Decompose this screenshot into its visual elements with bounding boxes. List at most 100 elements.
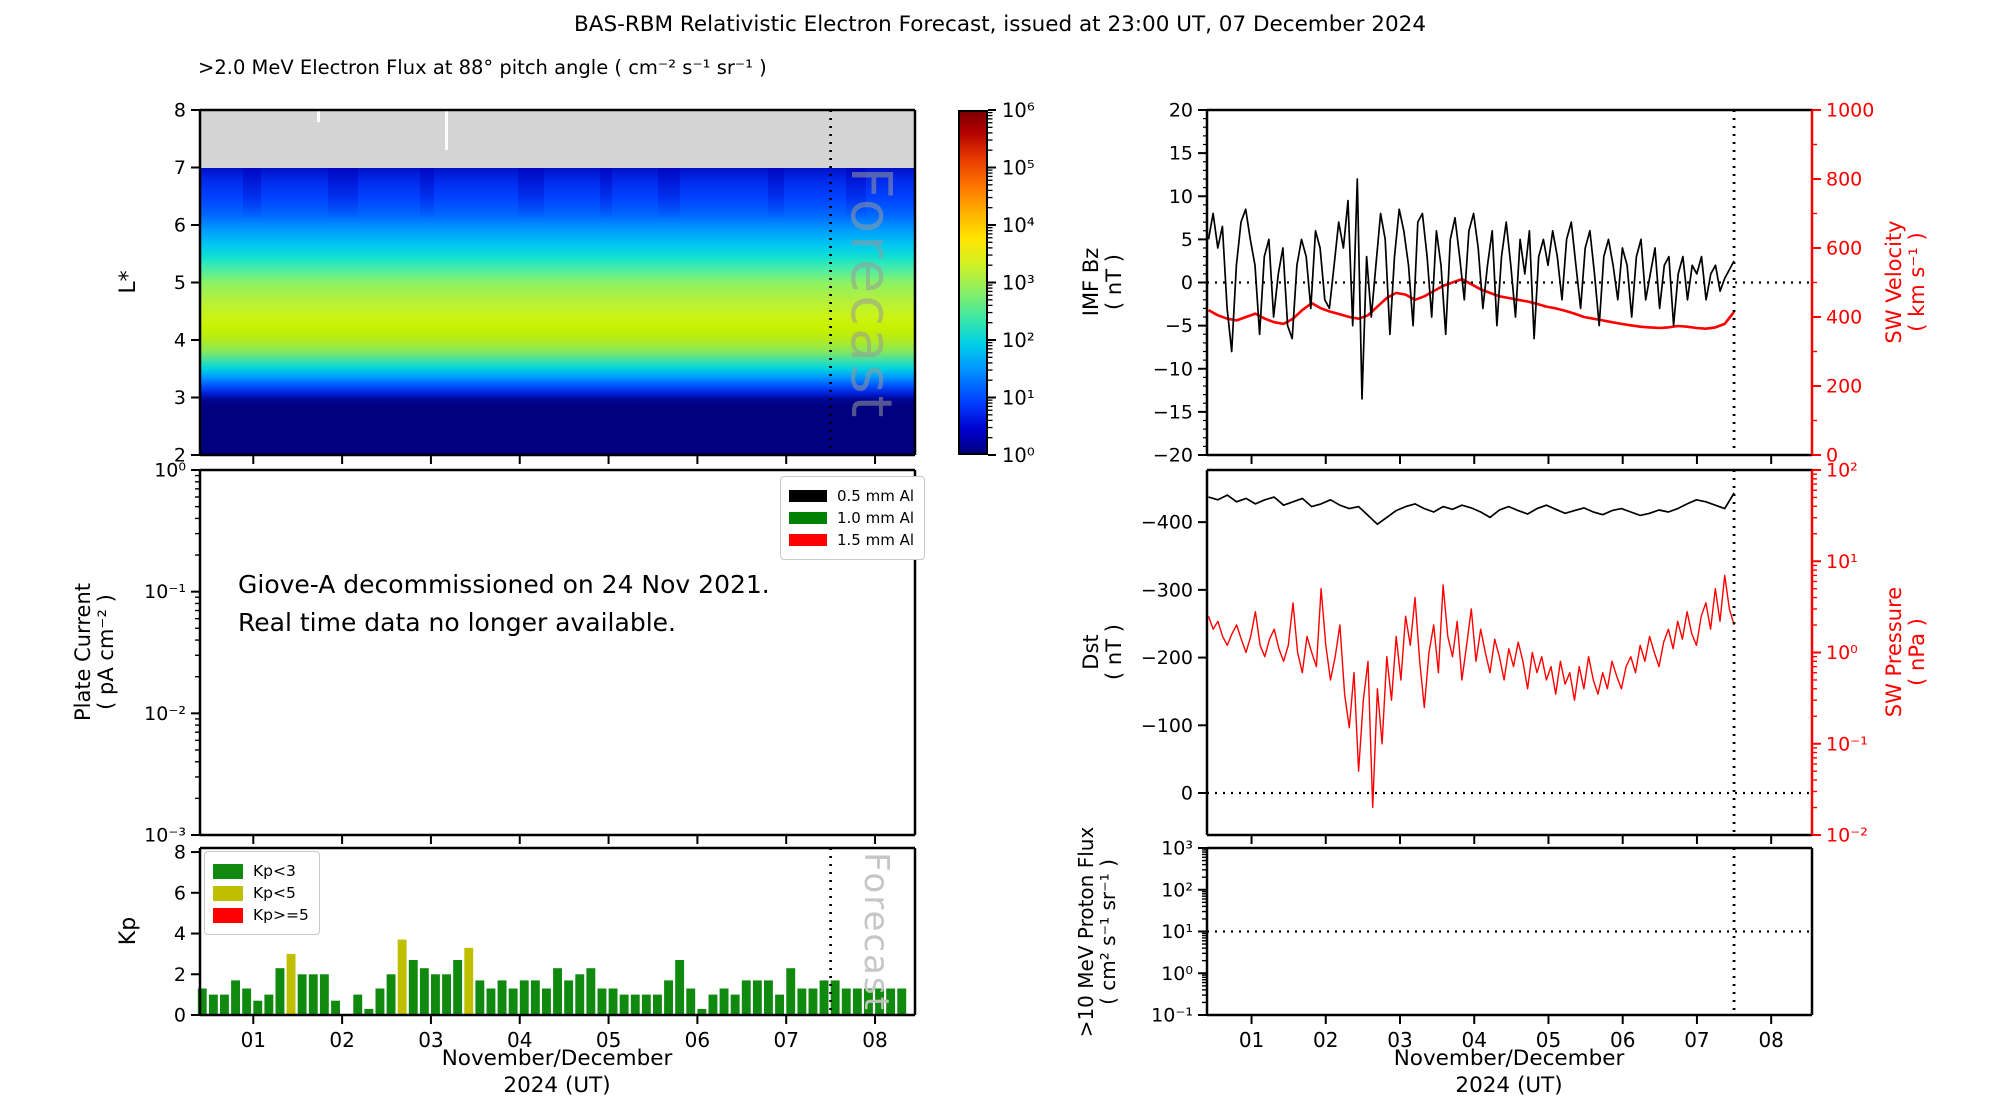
svg-text:05: 05 bbox=[596, 1028, 621, 1052]
svg-text:06: 06 bbox=[1610, 1028, 1635, 1052]
svg-text:10⁵: 10⁵ bbox=[1002, 157, 1035, 180]
colorbar bbox=[958, 110, 988, 455]
svg-text:4: 4 bbox=[174, 923, 186, 945]
svg-text:2: 2 bbox=[174, 964, 186, 986]
spectrogram-streak bbox=[768, 168, 784, 220]
legend-swatch bbox=[213, 885, 243, 901]
proton-ylabel-line1: >10 MeV Proton Flux bbox=[1074, 826, 1098, 1038]
spectrogram-streak bbox=[846, 168, 866, 220]
svg-text:7: 7 bbox=[174, 157, 186, 179]
sw-pressure-ylabel-line1: SW Pressure bbox=[1882, 586, 1906, 718]
dst-ylabel: Dst ( nT ) bbox=[1079, 502, 1127, 802]
dst-ylabel-line2: ( nT ) bbox=[1102, 624, 1127, 680]
svg-text:10⁻¹: 10⁻¹ bbox=[1151, 1005, 1193, 1027]
svg-text:5: 5 bbox=[1181, 229, 1193, 251]
svg-text:200: 200 bbox=[1826, 376, 1862, 398]
legend-swatch bbox=[213, 907, 243, 923]
svg-text:10²: 10² bbox=[1826, 460, 1858, 482]
kp-ylabel: Kp bbox=[116, 916, 141, 946]
legend-label: Kp<3 bbox=[253, 862, 296, 880]
spectrogram-data-gap bbox=[317, 110, 320, 122]
svg-text:10⁻²: 10⁻² bbox=[1826, 825, 1868, 847]
svg-text:2: 2 bbox=[174, 445, 186, 467]
svg-text:07: 07 bbox=[1684, 1028, 1709, 1052]
legend-swatch bbox=[789, 534, 827, 546]
svg-text:01: 01 bbox=[241, 1028, 266, 1052]
plate-legend: 0.5 mm Al 1.0 mm Al 1.5 mm Al bbox=[780, 476, 926, 560]
svg-text:400: 400 bbox=[1826, 307, 1862, 329]
svg-text:6: 6 bbox=[174, 215, 186, 237]
svg-text:10⁰: 10⁰ bbox=[1002, 444, 1035, 467]
svg-text:20: 20 bbox=[1169, 100, 1193, 122]
legend-item: 1.0 mm Al bbox=[789, 509, 914, 527]
page-title: BAS-RBM Relativistic Electron Forecast, … bbox=[573, 12, 1427, 37]
svg-text:−300: −300 bbox=[1141, 579, 1193, 601]
sw-velocity-ylabel: SW Velocity ( km s⁻¹ ) bbox=[1882, 132, 1930, 432]
plate-ylabel: Plate Current ( pA cm⁻² ) bbox=[71, 482, 119, 822]
svg-text:5: 5 bbox=[174, 272, 186, 294]
svg-text:0: 0 bbox=[174, 1005, 186, 1027]
kp-legend: Kp<3 Kp<5 Kp>=5 bbox=[204, 851, 320, 935]
spectrogram-data-gap bbox=[445, 110, 448, 150]
svg-text:04: 04 bbox=[1462, 1028, 1487, 1052]
spectrogram-streak bbox=[600, 168, 612, 220]
svg-text:08: 08 bbox=[862, 1028, 887, 1052]
svg-text:15: 15 bbox=[1169, 143, 1193, 165]
proton-ylabel-line2: ( cm² s⁻¹ sr⁻¹ ) bbox=[1096, 859, 1120, 1005]
xaxis-label-left-line2: 2024 (UT) bbox=[503, 1073, 611, 1098]
svg-text:10⁻¹: 10⁻¹ bbox=[144, 581, 186, 603]
spectrogram-streak bbox=[420, 168, 434, 220]
svg-text:3: 3 bbox=[174, 387, 186, 409]
svg-text:0: 0 bbox=[1181, 272, 1193, 294]
svg-text:4: 4 bbox=[174, 330, 186, 352]
spectrogram-ylabel: L* bbox=[116, 270, 141, 294]
proton-ylabel: >10 MeV Proton Flux ( cm² s⁻¹ sr⁻¹ ) bbox=[1074, 792, 1125, 1072]
legend-item: Kp<3 bbox=[213, 862, 309, 880]
svg-text:10⁻³: 10⁻³ bbox=[144, 825, 186, 847]
svg-text:02: 02 bbox=[1313, 1028, 1338, 1052]
sw-pressure-ylabel-line2: ( nPa ) bbox=[1905, 618, 1930, 686]
spectrogram-streak bbox=[518, 168, 544, 220]
sw-velocity-ylabel-line2: ( km s⁻¹ ) bbox=[1905, 232, 1930, 332]
spectrogram-title: >2.0 MeV Electron Flux at 88° pitch angl… bbox=[198, 56, 767, 79]
legend-item: Kp>=5 bbox=[213, 906, 309, 924]
svg-text:8: 8 bbox=[174, 842, 186, 864]
spectrogram-heatmap bbox=[200, 168, 915, 455]
xaxis-label-right-line1: November/December bbox=[1393, 1046, 1625, 1071]
imf-ylabel-line2: ( nT ) bbox=[1102, 254, 1127, 310]
svg-text:800: 800 bbox=[1826, 169, 1862, 191]
svg-text:10³: 10³ bbox=[1161, 838, 1193, 860]
svg-text:08: 08 bbox=[1758, 1028, 1783, 1052]
svg-text:−15: −15 bbox=[1153, 401, 1193, 423]
spectrogram-streak bbox=[243, 168, 261, 220]
svg-text:05: 05 bbox=[1536, 1028, 1561, 1052]
legend-swatch bbox=[789, 512, 827, 524]
svg-text:03: 03 bbox=[418, 1028, 443, 1052]
plate-annotation-line1: Giove-A decommissioned on 24 Nov 2021. bbox=[238, 570, 770, 599]
forecast-watermark: Forecast bbox=[856, 852, 896, 1012]
svg-text:10²: 10² bbox=[1002, 329, 1035, 352]
plate-ylabel-line2: ( pA cm⁻² ) bbox=[94, 594, 119, 710]
legend-item: Kp<5 bbox=[213, 884, 309, 902]
svg-text:10: 10 bbox=[1169, 186, 1193, 208]
xaxis-label-right-line2: 2024 (UT) bbox=[1455, 1073, 1563, 1098]
svg-text:04: 04 bbox=[507, 1028, 532, 1052]
plate-annotation: Giove-A decommissioned on 24 Nov 2021. R… bbox=[238, 566, 770, 641]
legend-label: Kp>=5 bbox=[253, 906, 309, 924]
svg-text:10⁶: 10⁶ bbox=[1002, 99, 1035, 122]
svg-text:10⁰: 10⁰ bbox=[1161, 963, 1193, 985]
svg-text:−10: −10 bbox=[1153, 358, 1193, 380]
legend-label: 1.0 mm Al bbox=[837, 509, 915, 527]
legend-item: 1.5 mm Al bbox=[789, 531, 914, 549]
svg-text:−400: −400 bbox=[1141, 512, 1193, 534]
svg-text:10⁰: 10⁰ bbox=[154, 460, 186, 482]
sw-velocity-ylabel-line1: SW Velocity bbox=[1882, 220, 1906, 344]
forecast-watermark: Forecast bbox=[838, 166, 903, 420]
svg-text:10¹: 10¹ bbox=[1002, 387, 1035, 410]
svg-text:600: 600 bbox=[1826, 238, 1862, 260]
svg-text:0: 0 bbox=[1181, 783, 1193, 805]
svg-text:03: 03 bbox=[1387, 1028, 1412, 1052]
svg-text:10³: 10³ bbox=[1002, 272, 1035, 295]
